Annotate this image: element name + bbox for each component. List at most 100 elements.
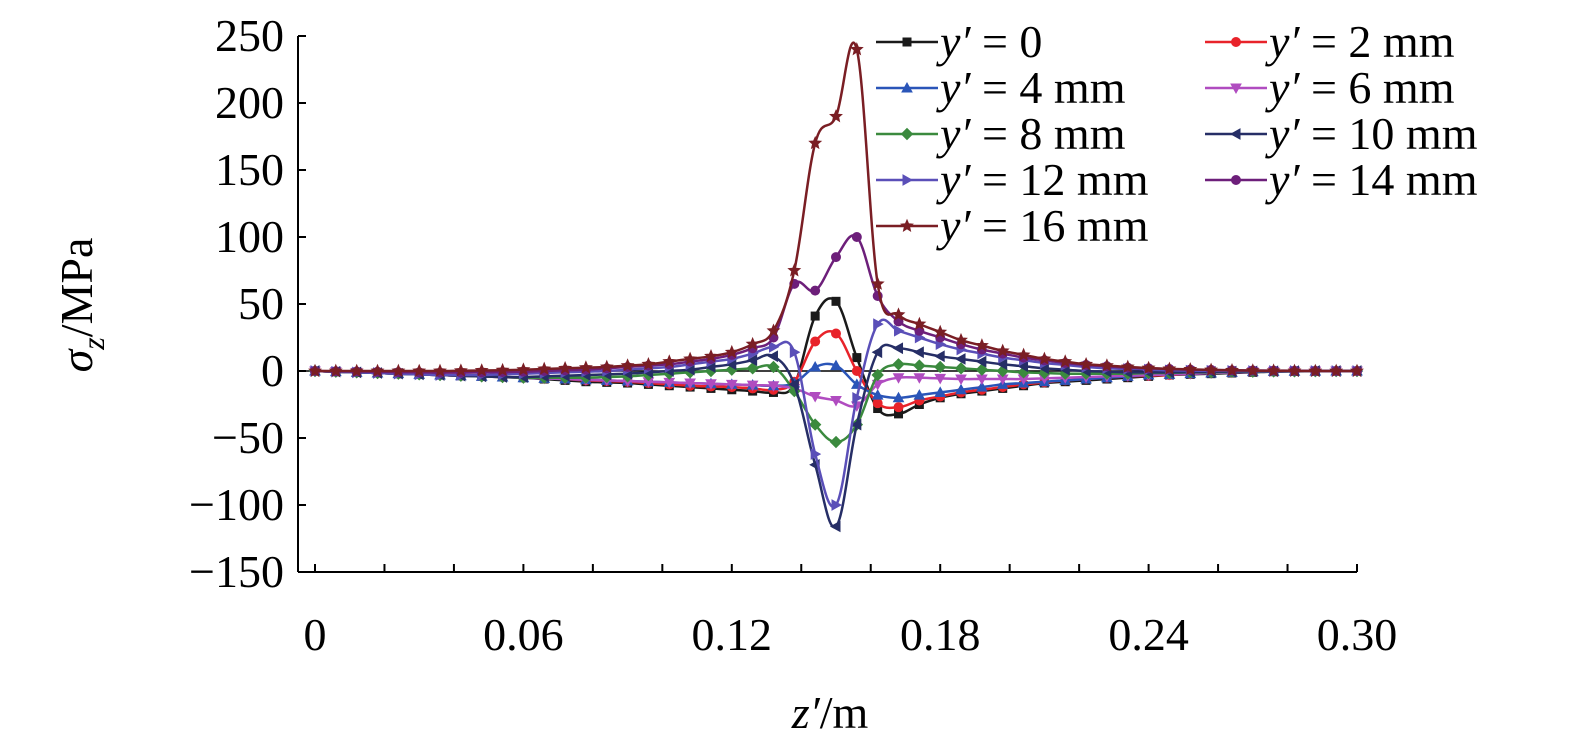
data-point bbox=[829, 109, 843, 123]
data-point bbox=[516, 362, 531, 376]
data-point bbox=[746, 362, 759, 375]
data-point bbox=[934, 386, 947, 397]
legend-label: y′ = 12 mm bbox=[936, 154, 1149, 205]
legend-label: y′ = 16 mm bbox=[936, 200, 1149, 251]
data-point bbox=[704, 348, 718, 363]
legend-item-5: y′ = 10 mm bbox=[1205, 108, 1478, 159]
data-point bbox=[599, 359, 614, 373]
data-point bbox=[537, 361, 552, 375]
data-point bbox=[767, 350, 778, 363]
series-group bbox=[308, 41, 1364, 533]
data-point bbox=[768, 341, 780, 353]
data-point bbox=[830, 359, 842, 371]
legend: y′ = 0 y′ = 2 mmy′ = 4 mm y′ = 6 mmy′ = 8 … bbox=[876, 16, 1478, 251]
legend-swatch-marker bbox=[902, 37, 912, 47]
data-point bbox=[1099, 358, 1114, 372]
legend-label-var: y′ bbox=[1265, 62, 1300, 113]
data-point bbox=[745, 336, 760, 351]
data-point bbox=[849, 42, 864, 56]
legend-item-1: y′ = 2 mm bbox=[1205, 16, 1455, 67]
data-point bbox=[308, 363, 322, 377]
data-point bbox=[1266, 363, 1281, 377]
data-point bbox=[873, 318, 884, 330]
data-point bbox=[1058, 354, 1073, 368]
legend-label: y′ = 2 mm bbox=[1265, 16, 1455, 67]
data-point bbox=[474, 363, 489, 377]
legend-item-8: y′ = 16 mm bbox=[876, 200, 1149, 251]
data-point bbox=[1016, 347, 1031, 361]
x-tick-label: 0.06 bbox=[483, 609, 564, 660]
legend-item-0: y′ = 0 bbox=[876, 16, 1042, 67]
legend-item-6: y′ = 12 mm bbox=[876, 154, 1149, 205]
data-point bbox=[810, 311, 820, 321]
data-point bbox=[871, 368, 884, 382]
data-point bbox=[328, 363, 343, 377]
data-point bbox=[684, 378, 696, 390]
legend-label: y′ = 0 bbox=[936, 16, 1042, 67]
data-point bbox=[810, 285, 821, 296]
x-axis-title: z′/m bbox=[791, 687, 869, 738]
x-tick-label: 0.18 bbox=[900, 609, 981, 660]
legend-label: y′ = 6 mm bbox=[1265, 62, 1455, 113]
y-axis-title-sub: z bbox=[75, 337, 111, 351]
series-2 bbox=[309, 359, 1363, 403]
data-point bbox=[1120, 359, 1135, 373]
data-point bbox=[1183, 362, 1198, 376]
legend-label-value: = 16 mm bbox=[970, 200, 1148, 251]
data-point bbox=[851, 232, 862, 242]
data-point bbox=[789, 346, 801, 359]
legend-swatch-marker bbox=[901, 81, 913, 93]
legend-label: y′ = 4 mm bbox=[936, 62, 1126, 113]
data-point bbox=[705, 379, 717, 390]
legend-label-var: y′ bbox=[936, 108, 971, 159]
data-point bbox=[725, 379, 738, 391]
data-point bbox=[683, 351, 698, 365]
axis-titles: σz/MPa z′/m bbox=[51, 238, 868, 738]
data-point bbox=[976, 381, 988, 392]
y-tick-label: 200 bbox=[215, 77, 284, 128]
data-point bbox=[829, 520, 841, 533]
x-axis-title-unit: /m bbox=[820, 687, 869, 738]
legend-label-value: = 2 mm bbox=[1299, 16, 1454, 67]
data-point bbox=[913, 389, 926, 400]
legend-item-4: y′ = 8 mm bbox=[876, 108, 1126, 159]
legend-label-value: = 14 mm bbox=[1299, 154, 1477, 205]
legend-label-value: = 8 mm bbox=[970, 108, 1125, 159]
data-point bbox=[370, 363, 385, 377]
data-point bbox=[892, 373, 905, 384]
data-point bbox=[641, 356, 656, 371]
legend-swatch-marker bbox=[900, 127, 914, 141]
legend-swatch-marker bbox=[900, 218, 914, 232]
data-point bbox=[871, 346, 883, 359]
legend-item-2: y′ = 4 mm bbox=[876, 62, 1126, 113]
legend-label-value: = 0 bbox=[970, 16, 1042, 67]
y-tick-label: 100 bbox=[215, 211, 284, 262]
data-point bbox=[996, 358, 1008, 371]
data-point bbox=[831, 328, 841, 339]
data-point bbox=[1287, 363, 1302, 377]
data-point bbox=[810, 336, 821, 347]
y-tick-label: 50 bbox=[238, 278, 284, 329]
data-point bbox=[892, 358, 905, 371]
data-point bbox=[870, 276, 885, 290]
x-tick-label: 0.12 bbox=[692, 609, 773, 660]
legend-swatch-marker bbox=[1230, 83, 1242, 95]
data-point bbox=[872, 398, 883, 409]
legend-label-var: y′ bbox=[1265, 16, 1300, 67]
legend-label-var: y′ bbox=[936, 62, 971, 113]
data-point bbox=[578, 360, 593, 374]
data-point bbox=[809, 391, 822, 403]
data-point bbox=[852, 391, 863, 404]
data-point bbox=[809, 360, 822, 372]
data-point bbox=[830, 395, 842, 407]
data-point bbox=[975, 363, 989, 376]
data-point bbox=[892, 342, 904, 355]
data-point bbox=[662, 354, 677, 368]
data-point bbox=[1079, 357, 1094, 371]
data-point bbox=[831, 499, 843, 511]
data-point bbox=[391, 363, 406, 377]
data-point bbox=[1141, 360, 1156, 374]
data-point bbox=[894, 324, 905, 337]
data-point bbox=[974, 338, 989, 352]
x-tick-label: 0 bbox=[304, 609, 327, 660]
